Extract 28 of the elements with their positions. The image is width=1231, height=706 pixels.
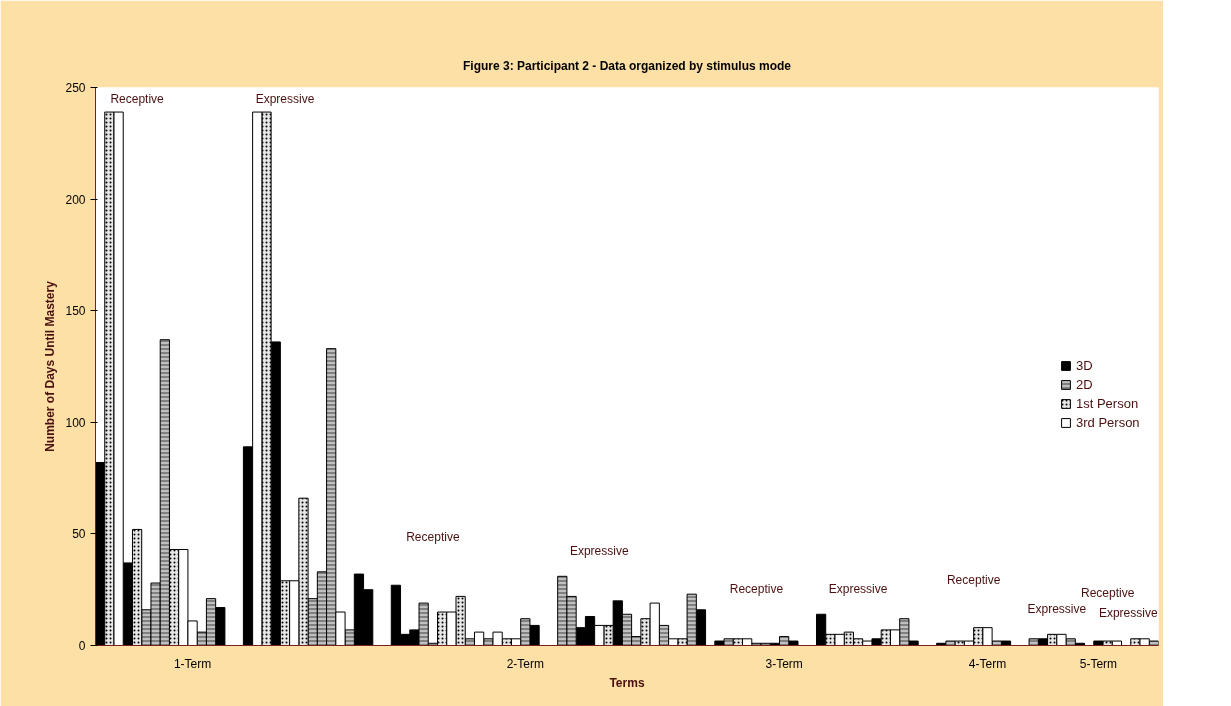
chart-title: Figure 3: Participant 2 - Data organized by stimulus mode — [462, 58, 792, 73]
annotation: Expressive — [255, 91, 315, 106]
y-tick-label: 150 — [65, 304, 86, 319]
x-tick-label: 5-Term — [1079, 656, 1118, 671]
annotation: Receptive — [406, 530, 460, 545]
y-tick-label: 200 — [65, 192, 86, 207]
y-tick-label: 250 — [65, 81, 86, 95]
legend-label: 2D — [1076, 377, 1094, 392]
legend-label: 3rd Person — [1076, 415, 1140, 430]
y-tick-label: 0 — [78, 639, 86, 653]
legend-label: 1st Person — [1076, 396, 1139, 411]
annotation: Receptive — [946, 572, 1001, 587]
annotation: Receptive — [1080, 586, 1135, 601]
x-tick-label: 4-Term — [968, 656, 1007, 671]
y-tick-label: 50 — [72, 527, 86, 542]
x-tick-label: 1-Term — [173, 656, 212, 671]
x-tick-label: 3-Term — [765, 656, 803, 671]
annotation: Expressive — [1098, 606, 1158, 621]
x-axis-title: Terms — [609, 675, 645, 690]
annotation: Expressive — [569, 543, 629, 558]
annotation: Expressive — [828, 581, 888, 596]
legend-label: 3D — [1076, 358, 1094, 373]
x-tick-label: 2-Term — [506, 656, 544, 671]
annotation: Expressive — [1027, 601, 1087, 616]
y-axis-title: Number of Days Until Mastery — [43, 280, 58, 452]
annotation: Receptive — [110, 91, 165, 106]
annotation: Receptive — [729, 581, 784, 596]
y-tick-label: 100 — [65, 415, 86, 430]
